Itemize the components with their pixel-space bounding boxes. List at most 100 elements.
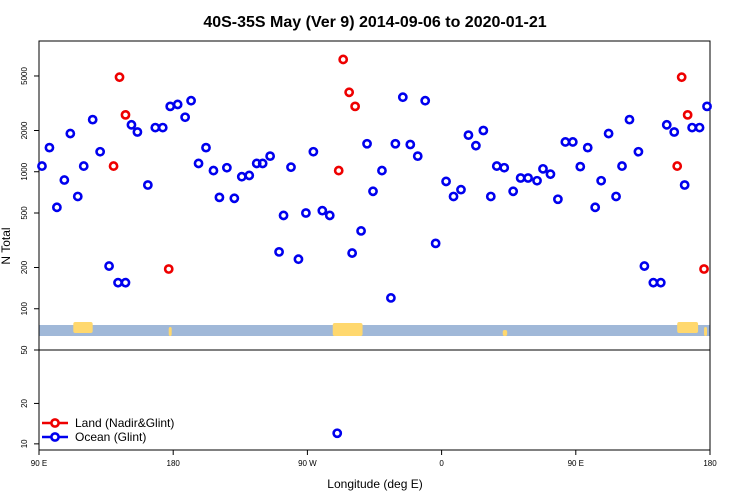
ocean-point	[257, 158, 268, 169]
ocean-point	[545, 169, 556, 180]
ocean-point	[301, 208, 311, 218]
ocean-point	[532, 175, 542, 186]
ocean-point	[293, 254, 304, 265]
ocean-point	[142, 180, 153, 190]
land-point	[333, 165, 344, 176]
ocean-point	[679, 180, 690, 190]
chart-title: 40S-35S May (Ver 9) 2014-09-06 to 2020-0…	[203, 14, 546, 31]
ocean-point	[655, 277, 666, 288]
ocean-point	[377, 165, 387, 176]
ocean-point	[624, 114, 635, 125]
ocean-point	[590, 202, 601, 213]
y-tick-label: 20	[20, 398, 29, 407]
land-point	[682, 109, 693, 120]
ocean-point	[120, 277, 131, 288]
legend-label: Ocean (Glint)	[75, 430, 146, 444]
ocean-point	[278, 210, 289, 221]
ocean-point	[639, 261, 650, 271]
ocean-point	[560, 137, 571, 147]
ocean-point	[356, 226, 366, 236]
ocean-point	[441, 176, 451, 187]
x-axis-label: Longitude (deg E)	[327, 477, 422, 491]
ocean-point	[150, 122, 161, 133]
x-tick-label: 0	[439, 459, 444, 468]
ocean-point	[51, 202, 62, 213]
ocean-point	[87, 114, 98, 125]
ocean-point	[221, 162, 232, 173]
ocean-point	[244, 170, 255, 181]
legend: Land (Nadir&Glint)Ocean (Glint)	[42, 416, 174, 444]
ocean-point	[420, 95, 431, 106]
land-point	[114, 72, 125, 83]
ocean-point	[538, 163, 548, 174]
land-mass	[677, 322, 699, 333]
ocean-point	[368, 186, 378, 197]
ocean-point	[523, 173, 533, 183]
ocean-point	[104, 261, 114, 271]
ocean-point	[478, 125, 489, 136]
ocean-point	[362, 138, 372, 149]
ocean-point	[702, 101, 712, 112]
y-axis: 100 200 500 1000 2000 5000 10 20 50	[20, 67, 39, 448]
ocean-point	[78, 161, 89, 171]
land-point	[699, 264, 709, 274]
ocean-point	[172, 99, 183, 110]
ocean-point	[157, 122, 168, 133]
ocean-point	[596, 175, 607, 186]
x-tick-label: 90 E	[568, 459, 584, 468]
ocean-point	[575, 161, 586, 172]
land-point	[120, 109, 131, 120]
land-point	[672, 161, 683, 171]
data-points	[37, 54, 712, 439]
ocean-point	[470, 140, 481, 151]
ocean-point	[37, 161, 47, 171]
ocean-point	[126, 119, 137, 130]
ocean-point	[508, 186, 519, 197]
ocean-point	[201, 142, 211, 153]
ocean-point	[412, 151, 423, 162]
ocean-point	[515, 173, 526, 183]
x-tick-label: 90 E	[31, 459, 47, 468]
ocean-point	[317, 205, 328, 216]
ocean-point	[669, 127, 680, 137]
ocean-point	[499, 162, 510, 173]
ocean-point	[229, 193, 240, 204]
ocean-band	[39, 325, 710, 336]
ocean-point	[186, 95, 196, 106]
ocean-point	[456, 184, 466, 195]
ocean-point	[617, 161, 627, 171]
land-point	[163, 264, 174, 274]
ocean-point	[567, 137, 578, 147]
ocean-point	[113, 277, 123, 288]
ocean-point	[65, 128, 76, 139]
y-tick-label: 5000	[20, 67, 29, 85]
legend-label: Land (Nadir&Glint)	[75, 416, 174, 430]
x-tick-label: 90 W	[298, 459, 317, 468]
ocean-point	[347, 248, 358, 258]
land-mass	[704, 327, 708, 336]
ocean-point	[308, 146, 319, 157]
ocean-point	[214, 192, 225, 203]
legend-marker	[50, 418, 60, 428]
ocean-point	[324, 210, 335, 221]
y-axis-label: N Total	[0, 227, 13, 264]
y-tick-label: 1000	[20, 162, 29, 180]
ocean-point	[463, 130, 474, 141]
y-tick-label: 50	[20, 345, 29, 354]
land-point	[108, 161, 119, 171]
ocean-point	[95, 146, 106, 157]
plot-frame	[38, 40, 711, 451]
ocean-point	[236, 171, 247, 182]
ocean-point	[386, 293, 396, 303]
ocean-point	[603, 128, 614, 139]
ocean-point	[448, 191, 459, 202]
ocean-point	[132, 127, 143, 137]
x-tick-label: 180	[703, 459, 717, 468]
ocean-point	[405, 139, 416, 150]
land-point	[338, 54, 349, 65]
ocean-point	[687, 122, 698, 133]
ocean-point	[582, 142, 593, 153]
legend-marker	[50, 432, 60, 442]
ocean-point	[661, 119, 672, 130]
ocean-point	[44, 142, 55, 153]
